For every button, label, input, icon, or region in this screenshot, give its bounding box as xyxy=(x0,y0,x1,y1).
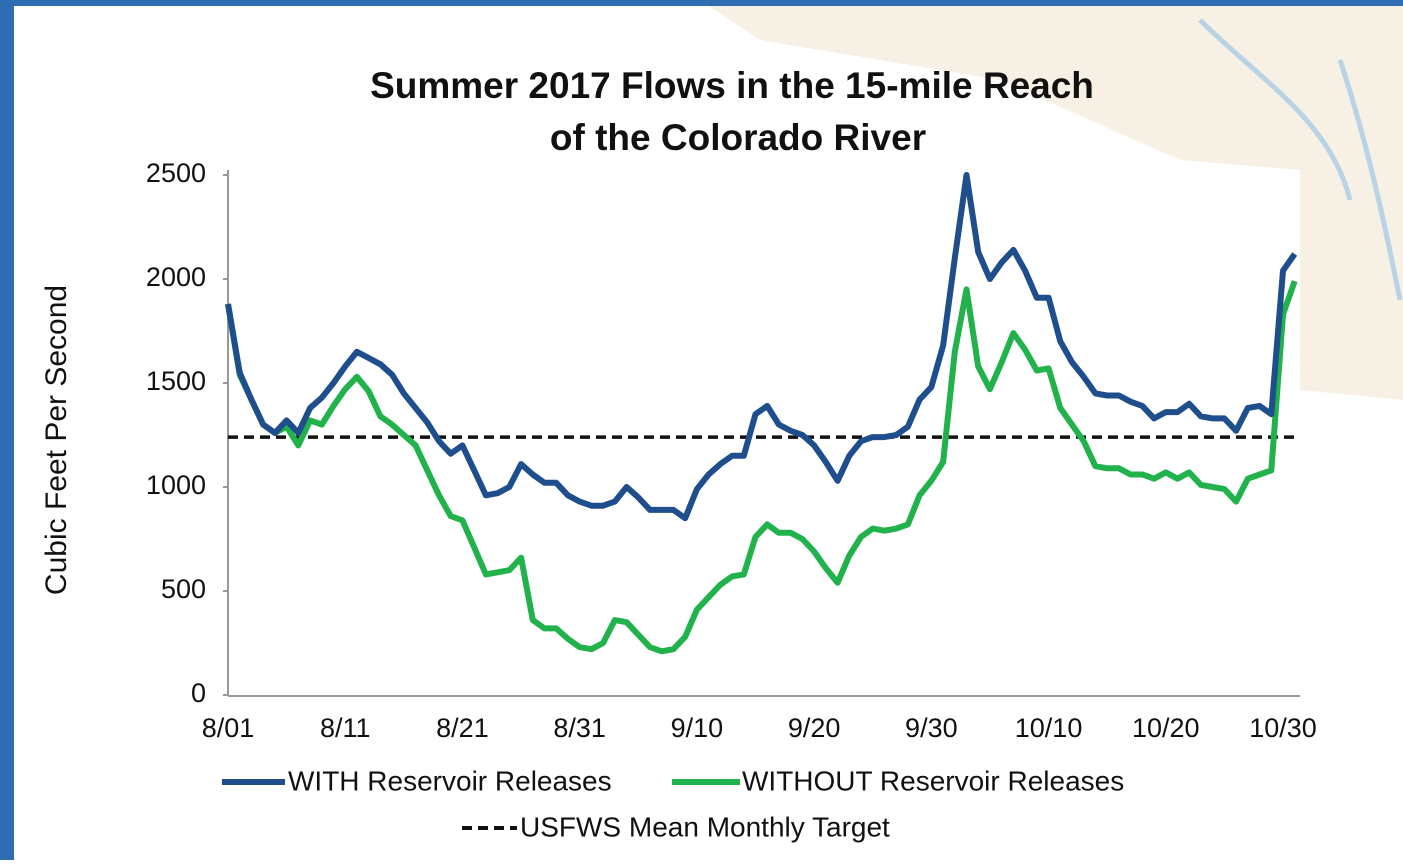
legend-label: USFWS Mean Monthly Target xyxy=(520,811,890,842)
plot-area xyxy=(228,170,1300,700)
series-line xyxy=(225,280,1298,655)
x-tick-label: 8/11 xyxy=(320,713,371,743)
river-decoration xyxy=(1198,18,1403,301)
y-axis-label: Cubic Feet Per Second xyxy=(40,285,73,595)
chart-title: Summer 2017 Flows in the 15-mile Reach xyxy=(370,65,1094,106)
y-tick-label: 2000 xyxy=(146,262,206,292)
x-tick-label: 9/10 xyxy=(671,713,724,743)
top-border xyxy=(0,0,1403,6)
y-tick-label: 0 xyxy=(191,678,206,708)
y-tick-label: 500 xyxy=(161,574,206,604)
x-tick-label: 8/21 xyxy=(436,713,489,743)
y-tick-label: 1000 xyxy=(146,470,206,500)
y-tick-label: 2500 xyxy=(146,158,206,188)
x-tick-label: 8/01 xyxy=(202,713,255,743)
series-line xyxy=(225,172,1298,522)
x-tick-label: 9/20 xyxy=(788,713,841,743)
x-tick-label: 10/10 xyxy=(1015,713,1083,743)
left-border xyxy=(0,0,14,860)
x-tick-label: 10/30 xyxy=(1249,713,1317,743)
x-tick-label: 10/20 xyxy=(1132,713,1200,743)
legend-label: WITHOUT Reservoir Releases xyxy=(742,765,1124,796)
map-decoration xyxy=(700,0,1403,400)
chart-title: of the Colorado River xyxy=(550,117,926,158)
y-tick-label: 1500 xyxy=(146,366,206,396)
x-tick-label: 8/31 xyxy=(553,713,606,743)
legend-label: WITH Reservoir Releases xyxy=(288,765,612,796)
x-tick-label: 9/30 xyxy=(905,713,958,743)
